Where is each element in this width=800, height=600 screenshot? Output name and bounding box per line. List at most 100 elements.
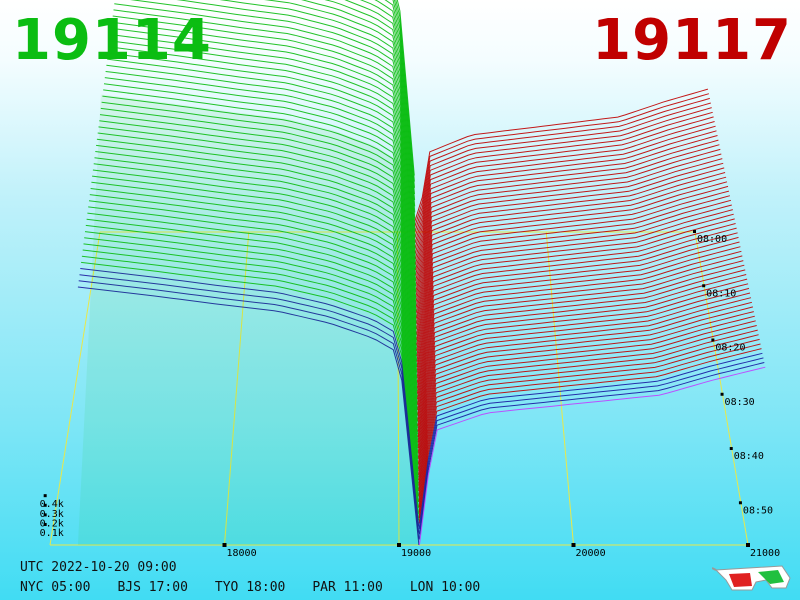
ask-depth-line bbox=[416, 209, 733, 362]
bid-depth-line bbox=[111, 27, 417, 287]
time-tick-label: 08:30 bbox=[725, 397, 755, 408]
frame-depth-line bbox=[694, 231, 749, 546]
ask-depth-line bbox=[418, 338, 760, 513]
bid-depth-line bbox=[87, 212, 419, 472]
ask-depth-line bbox=[416, 246, 741, 405]
x-tick-label: 20000 bbox=[576, 548, 606, 559]
time-tick-mark bbox=[711, 338, 715, 342]
zone-bjs: BJS 17:00 bbox=[117, 580, 188, 595]
ask-depth-line bbox=[416, 227, 737, 384]
ask-depth-line bbox=[418, 352, 763, 529]
bid-depth-line bbox=[81, 255, 419, 515]
ask-depth-line bbox=[415, 130, 717, 271]
ask-depth-line bbox=[414, 102, 711, 238]
ask-depth-line bbox=[417, 306, 754, 475]
timezone-row: NYC 05:00 BJS 17:00 TYO 18:00 PAR 11:00 … bbox=[20, 580, 480, 595]
bid-depth-line bbox=[104, 77, 417, 336]
time-tick-mark bbox=[720, 392, 724, 396]
ask-depth-line bbox=[418, 320, 756, 492]
bid-depth-line bbox=[264, 0, 416, 238]
frame-depth-line bbox=[224, 231, 250, 546]
ask-depth-line bbox=[415, 181, 728, 330]
3d-glasses-icon[interactable] bbox=[712, 560, 792, 592]
time-tick-label: 08:50 bbox=[743, 505, 773, 516]
ask-depth-line bbox=[416, 218, 735, 373]
ask-depth-line bbox=[414, 111, 713, 249]
utc-time: UTC 2022-10-20 09:00 bbox=[20, 560, 177, 575]
bid-depth-line bbox=[108, 46, 417, 305]
ask-depth-line bbox=[418, 357, 764, 535]
depth-tick-mark bbox=[43, 503, 47, 507]
bid-depth-line bbox=[109, 40, 417, 299]
depth-tick-label: 0.4k bbox=[40, 499, 64, 510]
ask-depth-line bbox=[415, 139, 719, 282]
ask-depth-line bbox=[417, 260, 744, 422]
ask-depth-line bbox=[416, 199, 732, 351]
ask-depth-line bbox=[417, 269, 746, 432]
bid-depth-line bbox=[81, 261, 420, 521]
bid-depth-line bbox=[107, 52, 417, 312]
ask-depth-line bbox=[416, 195, 731, 346]
time-tick-label: 08:10 bbox=[706, 288, 736, 299]
ask-depth-line bbox=[416, 236, 739, 395]
x-tick-label: 21000 bbox=[750, 548, 780, 559]
ask-depth-line bbox=[417, 278, 748, 443]
ask-depth-line bbox=[414, 97, 710, 233]
bid-depth-line bbox=[101, 101, 418, 361]
bid-depth-line bbox=[79, 274, 420, 533]
bid-depth-line bbox=[82, 249, 419, 509]
bid-depth-line bbox=[88, 206, 419, 465]
bid-depth-line bbox=[344, 0, 416, 219]
depth-tick-mark bbox=[43, 513, 47, 517]
ask-depth-line bbox=[418, 334, 759, 508]
time-tick-label: 08:20 bbox=[715, 343, 745, 354]
ask-depth-line bbox=[418, 366, 766, 546]
time-tick-label: 08:00 bbox=[697, 234, 727, 245]
ask-depth-line bbox=[418, 329, 758, 502]
x-tick-mark bbox=[746, 543, 750, 547]
depth-history bbox=[77, 0, 766, 546]
bid-depth-line bbox=[301, 0, 416, 231]
ask-depth-line bbox=[415, 185, 729, 335]
ask-depth-line bbox=[418, 343, 761, 519]
frame-depth-line bbox=[545, 231, 574, 546]
ask-depth-line bbox=[415, 144, 720, 287]
bid-depth-line bbox=[80, 268, 420, 527]
depth-tick-mark bbox=[43, 494, 47, 498]
ask-depth-line bbox=[418, 315, 755, 486]
bid-depth-line bbox=[90, 188, 419, 447]
x-tick-label: 18000 bbox=[227, 548, 257, 559]
bid-fill bbox=[77, 94, 419, 545]
bid-depth-line bbox=[110, 34, 417, 293]
ask-depth-line bbox=[416, 204, 732, 357]
bid-depth-line bbox=[106, 64, 417, 324]
bid-depth-line bbox=[92, 175, 418, 435]
chart-axes: 18000 19000 20000 21000 0.1k0.2k0.3k0.4k 08:0… bbox=[40, 230, 780, 559]
time-tick-mark bbox=[729, 447, 733, 451]
bid-depth-line bbox=[96, 138, 418, 398]
bid-depth-line bbox=[103, 89, 417, 348]
ask-depth-line bbox=[415, 135, 718, 276]
bid-depth-line bbox=[93, 163, 418, 422]
ask-depth-line bbox=[417, 301, 753, 470]
bid-depth-line bbox=[83, 243, 419, 502]
bid-depth-line bbox=[91, 181, 419, 441]
bid-depth-line bbox=[89, 194, 419, 453]
bid-depth-line bbox=[88, 200, 419, 459]
bid-depth-line bbox=[114, 3, 416, 262]
ask-depth-line bbox=[417, 297, 752, 465]
ask-depth-line bbox=[414, 116, 714, 255]
bid-depth-line bbox=[92, 169, 418, 429]
ask-depth-line bbox=[416, 241, 740, 400]
ask-depth-line bbox=[415, 158, 723, 303]
ask-depth-line bbox=[415, 176, 727, 325]
time-tick-mark bbox=[693, 230, 696, 233]
x-tick-mark bbox=[397, 543, 401, 547]
zone-lon: LON 10:00 bbox=[409, 580, 481, 595]
ask-depth-line bbox=[414, 121, 715, 260]
bid-depth-line bbox=[219, 0, 416, 244]
ask-depth-line bbox=[418, 362, 765, 540]
ask-depth-line bbox=[417, 264, 745, 427]
bid-depth-line bbox=[103, 83, 417, 342]
bid-depth-line bbox=[98, 126, 418, 385]
